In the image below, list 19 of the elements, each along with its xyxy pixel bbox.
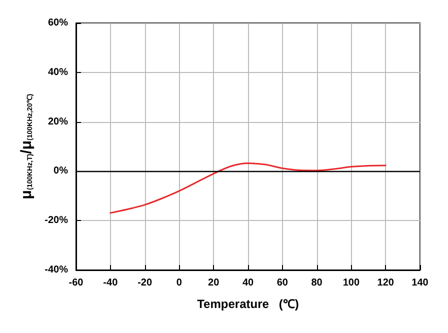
x-tick-label: 100 [342,278,360,288]
y-tick-label: 40% [48,66,68,78]
y-tick-label: 60% [48,18,68,28]
x-tick-label: 0 [176,278,182,288]
y-tick-label: -40% [44,264,68,276]
y-tick-label: 0% [54,166,68,177]
x-tick-label: 120 [377,278,394,288]
x-tick-label: -20 [138,278,152,288]
x-axis-title: Temperature (℃) [197,297,299,311]
line-series [110,162,386,214]
x-tick-label: -60 [68,278,84,288]
x-tick-label: -40 [103,278,118,288]
x-tick-label: 80 [311,278,323,288]
y-tick-label: 20% [48,116,68,128]
x-tick-label: 140 [412,278,429,288]
x-tick-label: 20 [208,278,220,288]
x-tick-label: 60 [276,278,288,288]
x-tick-label: 40 [242,278,254,288]
y-tick-label: -20% [44,215,68,226]
